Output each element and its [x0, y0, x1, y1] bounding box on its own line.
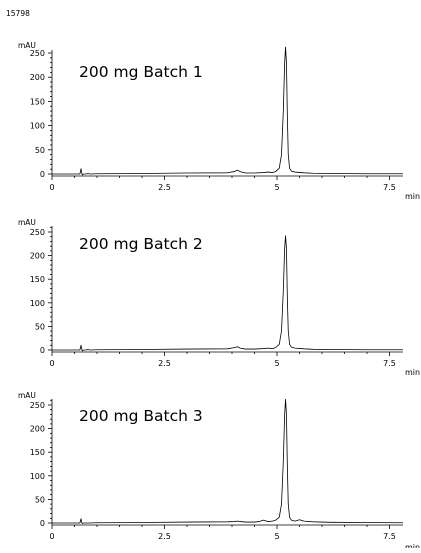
y-unit-label: mAU	[18, 218, 36, 227]
y-unit-label: mAU	[18, 41, 36, 50]
x-tick-label: 5	[274, 359, 279, 368]
x-tick-label: 2.5	[158, 532, 171, 541]
y-tick-label: 150	[30, 448, 45, 457]
y-tick-label: 250	[30, 228, 45, 237]
y-tick-label: 200	[30, 425, 45, 434]
x-tick-label: 7.5	[383, 359, 396, 368]
x-tick-label: 7.5	[383, 183, 396, 192]
panel-batch-3: mAU 200 mg Batch 3 min 0 50 100 150 200 250 0 2…	[18, 391, 420, 552]
panel-title: 200 mg Batch 1	[79, 63, 203, 81]
chromatogram-trace	[52, 46, 403, 176]
panel-batch-2: mAU 200 mg Batch 2 min 0 50 100 150 200 250 0 2…	[18, 218, 420, 377]
y-tick-label: 250	[30, 49, 45, 58]
x-unit-label: min	[405, 368, 420, 377]
y-tick-label: 50	[35, 322, 45, 331]
x-unit-label: min	[405, 192, 420, 201]
x-tick-label: 2.5	[158, 183, 171, 192]
y-tick-label: 50	[35, 146, 45, 155]
y-tick-label: 250	[30, 401, 45, 410]
y-tick-label: 100	[30, 472, 45, 481]
x-tick-label: 2.5	[158, 359, 171, 368]
x-tick-label: 7.5	[383, 532, 396, 541]
y-tick-label: 0	[40, 519, 45, 528]
x-unit-label: min	[405, 543, 420, 548]
y-tick-label: 100	[30, 122, 45, 131]
chromatogram-trace	[52, 398, 404, 524]
y-tick-label: 50	[35, 495, 45, 504]
panel-title: 200 mg Batch 3	[79, 407, 203, 425]
chromatogram-trace	[52, 235, 403, 352]
x-tick-label: 0	[49, 183, 54, 192]
x-tick-label: 0	[49, 359, 54, 368]
y-tick-label: 200	[30, 73, 45, 82]
y-unit-label: mAU	[18, 391, 36, 400]
panel-batch-1: mAU 200 mg Batch 1 min 0 50 100 150 200 250 0 2…	[18, 41, 420, 201]
figure-id: 15798	[6, 9, 30, 18]
x-tick-label: 5	[274, 183, 279, 192]
y-tick-label: 100	[30, 299, 45, 308]
y-tick-label: 0	[40, 346, 45, 355]
y-tick-label: 150	[30, 275, 45, 284]
panel-title: 200 mg Batch 2	[79, 235, 203, 253]
y-tick-label: 150	[30, 97, 45, 106]
x-tick-label: 0	[49, 532, 54, 541]
x-tick-label: 5	[274, 532, 279, 541]
y-tick-label: 0	[40, 170, 45, 179]
y-tick-label: 200	[30, 252, 45, 261]
